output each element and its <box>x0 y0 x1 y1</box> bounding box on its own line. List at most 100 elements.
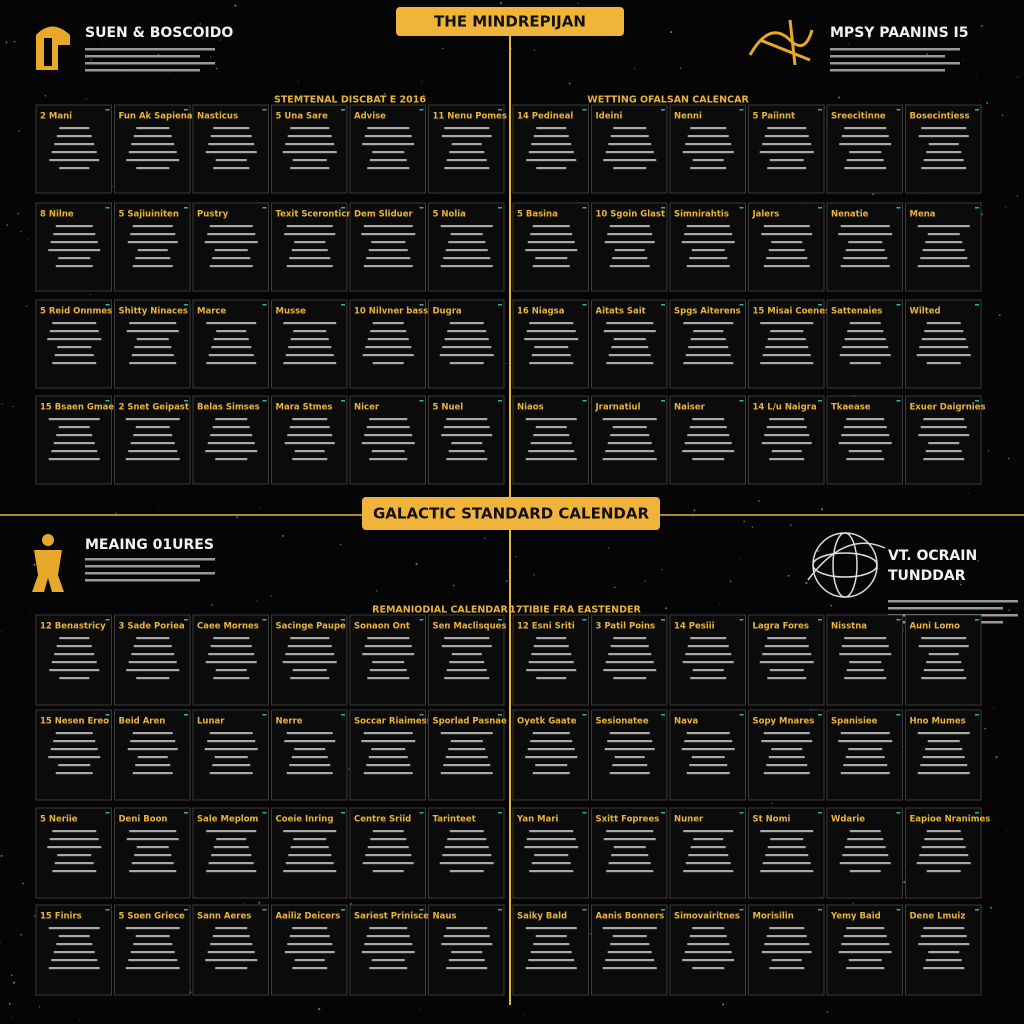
cell-text-line <box>840 265 890 268</box>
cell-text-line <box>449 830 484 833</box>
cell-text-line <box>764 434 810 437</box>
star <box>998 314 1001 317</box>
cell-text-line <box>690 127 727 130</box>
calendar-cell <box>428 299 505 389</box>
calendar-cell <box>905 395 982 485</box>
cell-heading: Yan Mari <box>516 815 559 825</box>
cell-text-line <box>361 442 415 445</box>
description-line <box>830 62 960 65</box>
cell-text-line <box>213 338 249 341</box>
cell-text-line <box>131 653 175 656</box>
star <box>209 56 212 58</box>
cell-text-line <box>765 854 809 857</box>
cell-text-line <box>921 846 966 849</box>
star <box>995 756 998 759</box>
cell-text-line <box>926 661 962 664</box>
cell-text-line <box>362 354 414 357</box>
cell-text-line <box>923 159 964 162</box>
cell-text-line <box>445 249 488 252</box>
cell-accent <box>739 109 744 111</box>
cell-text-line <box>613 167 647 170</box>
cell-heading: Spanisiee <box>831 717 878 727</box>
cell-accent <box>184 619 188 621</box>
calendar-cell <box>669 104 746 194</box>
cell-text-line <box>444 338 489 341</box>
cell-heading: Pustry <box>197 210 229 220</box>
cell-text-line <box>50 241 98 244</box>
calendar-cell <box>748 614 825 706</box>
cell-text-line <box>135 935 170 938</box>
cell-accent <box>739 304 744 306</box>
star <box>376 590 378 592</box>
cell-text-line <box>362 653 415 656</box>
cell-accent <box>739 909 744 911</box>
cell-text-line <box>289 426 330 429</box>
cell-text-line <box>208 653 255 656</box>
cell-text-line <box>843 764 888 767</box>
cell-accent <box>105 304 110 306</box>
cell-heading: 5 Paiinnt <box>753 112 796 122</box>
cell-heading: Ideini <box>596 112 623 122</box>
cell-accent <box>661 812 665 814</box>
cell-text-line <box>923 458 965 461</box>
cell-text-line <box>681 241 735 244</box>
cell-text-line <box>840 772 890 775</box>
cell-text-line <box>133 645 172 648</box>
description-line <box>85 62 215 65</box>
cell-text-line <box>130 442 175 445</box>
cell-accent <box>896 109 901 111</box>
cell-text-line <box>683 830 734 833</box>
description-line <box>85 579 200 582</box>
cell-text-line <box>531 653 572 656</box>
star <box>978 100 980 102</box>
calendar-cell <box>748 395 825 485</box>
cell-text-line <box>290 338 329 341</box>
cell-text-line <box>372 830 404 833</box>
cell-text-line <box>760 830 814 833</box>
cell-text-line <box>284 233 336 236</box>
cell-text-line <box>528 661 574 664</box>
star <box>1 631 3 633</box>
star <box>13 981 16 984</box>
cell-text-line <box>206 870 257 873</box>
star <box>962 60 964 61</box>
cell-text-line <box>525 967 577 970</box>
cell-heading: Dugra <box>433 307 462 317</box>
cell-text-line <box>838 740 893 743</box>
cell-text-line <box>687 434 730 437</box>
cell-text-line <box>51 151 97 154</box>
cell-text-line <box>285 862 334 865</box>
cell-text-line <box>769 967 805 970</box>
cell-text-line <box>849 322 881 325</box>
quadrant-title: TUNDDAR <box>888 568 966 584</box>
cell-text-line <box>285 143 335 146</box>
cell-text-line <box>449 151 485 154</box>
star <box>0 942 1 944</box>
cell-text-line <box>55 732 93 735</box>
star <box>112 940 114 942</box>
cell-text-line <box>128 450 178 453</box>
cell-text-line <box>683 362 734 365</box>
star <box>297 81 299 82</box>
cell-text-line <box>365 346 412 349</box>
cell-text-line <box>58 764 91 767</box>
star <box>26 239 28 241</box>
cell-accent <box>975 812 979 814</box>
calendar-cell <box>669 904 746 996</box>
star <box>826 1011 829 1013</box>
cell-text-line <box>49 669 100 672</box>
cell-text-line <box>528 450 575 453</box>
cell-heading: Advise <box>354 112 386 122</box>
star <box>903 880 906 884</box>
calendar-cell <box>271 104 348 194</box>
star <box>743 520 745 523</box>
cell-text-line <box>136 338 169 341</box>
cell-text-line <box>686 732 730 735</box>
cell-accent <box>661 304 665 306</box>
cell-heading: Morisilin <box>753 912 794 922</box>
cell-text-line <box>442 346 492 349</box>
cell-text-line <box>125 967 180 970</box>
cell-text-line <box>446 159 487 162</box>
cell-text-line <box>771 241 803 244</box>
cell-text-line <box>288 346 332 349</box>
